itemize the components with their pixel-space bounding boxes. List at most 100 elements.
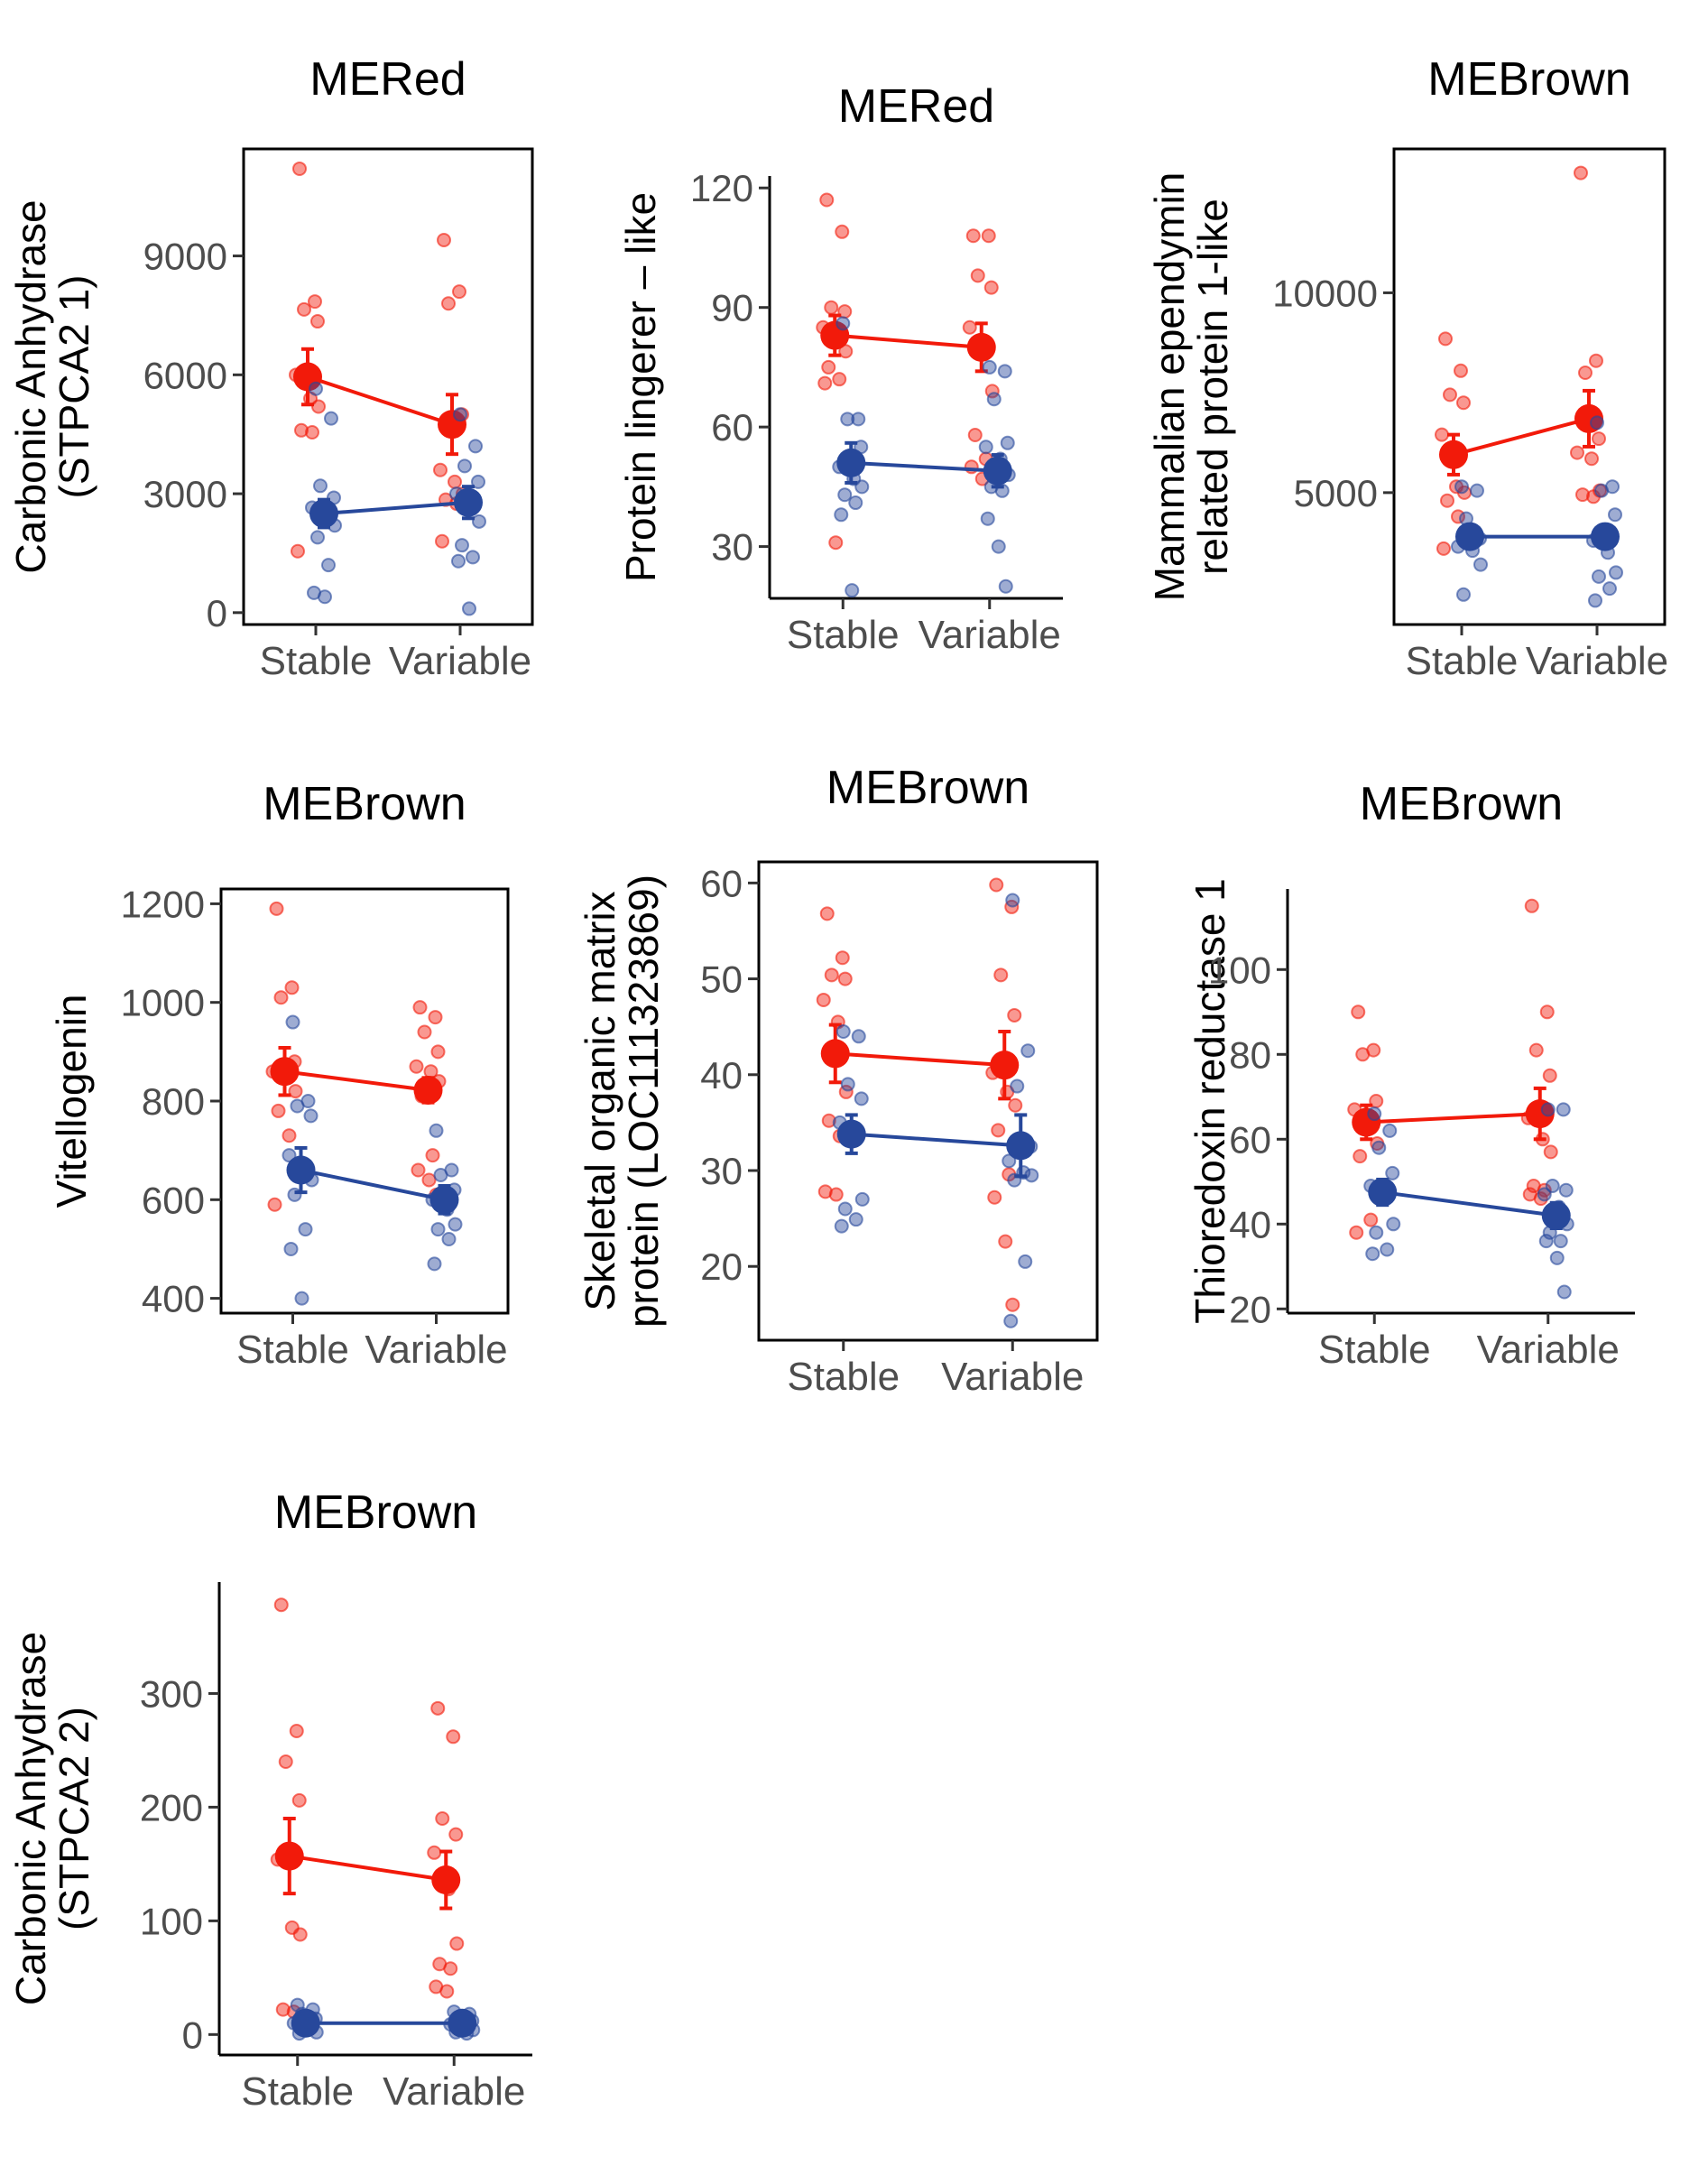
blue-mean-line (300, 1168, 445, 1202)
red-data-point (409, 1059, 424, 1074)
red-mean-point (438, 410, 466, 440)
blue-mean-point (309, 499, 338, 529)
y-tick-label: 10000 (1272, 272, 1378, 314)
red-data-point (1456, 395, 1471, 411)
chart-1-svg: MERed Carbonic Anhydrase(STPCA2 1) 0 3000 60… (7, 53, 534, 683)
blue-data-point (287, 1187, 302, 1202)
red-mean-line (284, 1069, 429, 1092)
blue-data-point (321, 558, 336, 573)
red-data-point (439, 1984, 455, 1999)
blue-mean-point (448, 2008, 477, 2038)
blue-data-point (834, 1218, 849, 1234)
y-axis-label: protein (LOC111323869) (620, 875, 667, 1328)
blue-data-point (1538, 1234, 1554, 1249)
red-data-point (448, 1827, 464, 1842)
blue-data-point (1020, 1043, 1036, 1059)
blue-mean-point (454, 487, 483, 517)
blue-data-point (836, 316, 851, 331)
y-tick-label: 20 (700, 1245, 743, 1288)
red-data-point (1435, 427, 1449, 442)
red-data-point (443, 1961, 458, 1976)
red-data-point (1524, 898, 1539, 913)
red-data-point (1539, 1004, 1555, 1020)
red-data-point (273, 1597, 289, 1613)
y-tick-label: 200 (140, 1786, 203, 1828)
red-data-point (430, 1700, 446, 1716)
blue-data-point (433, 1167, 448, 1182)
red-data-point (425, 1148, 440, 1163)
x-tick-label: Variable (1477, 1328, 1620, 1372)
blue-data-point (283, 1241, 299, 1256)
x-tick-label: Stable (787, 1355, 900, 1399)
blue-mean-point (836, 448, 866, 477)
y-tick-label: 3000 (143, 473, 227, 515)
red-data-point (308, 294, 322, 310)
blue-data-point (986, 392, 1002, 407)
blue-data-point (282, 1148, 297, 1163)
red-data-point (282, 1128, 297, 1143)
chart-panel-7: MEBrown Carbonic Anhydrase (STPCA2 2) 0 100 2… (0, 1408, 569, 2166)
chart-6-svg: MEBrown Thioredoxin reductase 120 40 60 80 10… (1186, 778, 1635, 1372)
red-data-point (981, 228, 996, 244)
blue-data-point (851, 1029, 866, 1044)
red-mean-point (413, 1075, 443, 1105)
plot-frame (219, 887, 510, 1315)
x-tick-label: Stable (1406, 639, 1519, 683)
blue-data-point (448, 1217, 463, 1232)
blue-mean-point (836, 1119, 866, 1149)
red-data-point (427, 1845, 442, 1860)
blue-data-point (1553, 1234, 1568, 1249)
red-data-point (1363, 1212, 1379, 1227)
x-tick-label: Variable (389, 639, 531, 683)
blue-data-point (1549, 1250, 1565, 1265)
red-data-point (449, 1936, 465, 1951)
chart-title: MEBrown (263, 778, 466, 830)
red-data-point (435, 1811, 450, 1826)
blue-data-point (468, 439, 483, 454)
red-data-point (828, 1187, 844, 1202)
red-data-point (993, 967, 1009, 983)
red-data-point (1005, 1297, 1020, 1312)
blue-data-point (845, 583, 860, 598)
blue-mean-line (851, 460, 998, 473)
chart-title: MEBrown (274, 1486, 477, 1539)
chart-title: MERed (838, 80, 994, 133)
blue-data-point (1556, 1102, 1571, 1117)
blue-data-point (1000, 435, 1015, 450)
blue-data-point (472, 514, 486, 529)
red-data-point (435, 533, 449, 549)
x-tick-label: Variable (383, 2069, 525, 2114)
y-tick-label: 50 (700, 958, 743, 1001)
red-data-point (828, 535, 844, 551)
y-tick-label: 1000 (121, 982, 205, 1024)
y-tick-label: 0 (182, 2013, 203, 2056)
blue-data-point (854, 1091, 869, 1106)
chart-panel-6: MEBrown Thioredoxin reductase 1 20 40 60 80 10… (1139, 704, 1708, 1408)
blue-data-point (1371, 1140, 1387, 1155)
blue-data-point (1005, 893, 1020, 908)
blue-data-point (471, 474, 485, 489)
red-mean-line (835, 1051, 1005, 1068)
red-data-point (294, 422, 309, 438)
red-data-point (1443, 387, 1457, 403)
red-data-point (1570, 445, 1584, 460)
blue-data-point (848, 1212, 863, 1227)
red-data-point (817, 1184, 833, 1199)
blue-mean-point (1368, 1178, 1398, 1208)
red-data-point (267, 1197, 282, 1212)
blue-data-point (1558, 1182, 1574, 1198)
red-data-point (998, 1234, 1013, 1249)
chart-title: MEBrown (1360, 778, 1563, 830)
x-tick-label: Variable (941, 1355, 1084, 1399)
x-tick-label: Stable (236, 1328, 349, 1372)
blue-data-point (1609, 565, 1623, 580)
blue-data-point (1473, 557, 1488, 572)
chart-panel-3: MEBrown Mammalian ependymin related protei… (1139, 0, 1708, 704)
red-mean-point (270, 1057, 300, 1087)
blue-data-point (854, 1191, 870, 1207)
y-tick-label: 6000 (143, 354, 227, 396)
chart-2-svg: MERed Protein lingerer – like 30 60 90 120 Sta… (617, 80, 1063, 657)
red-data-point (289, 1724, 304, 1739)
blue-data-point (1380, 1242, 1395, 1257)
red-mean-point (966, 332, 996, 362)
